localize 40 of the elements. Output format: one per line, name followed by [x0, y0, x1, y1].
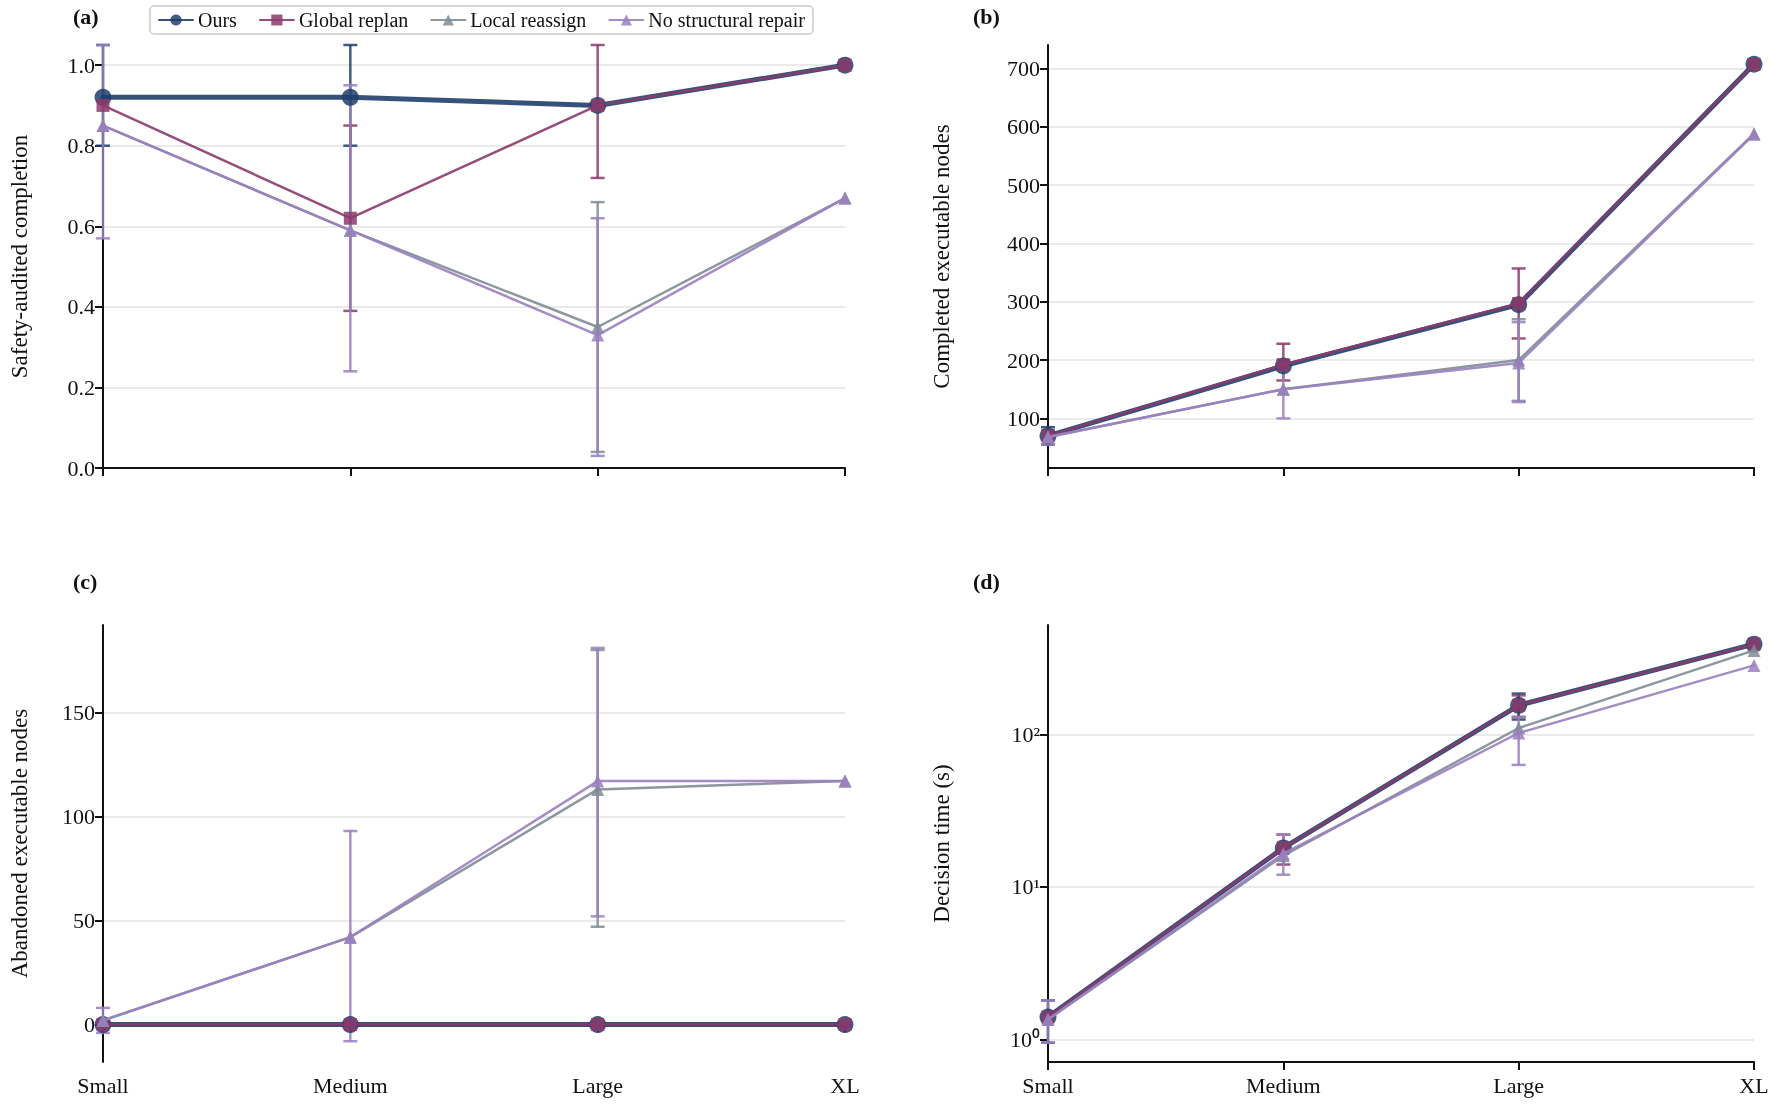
x-tick-label: Medium [313, 1072, 388, 1098]
chart-title: (c) [73, 568, 98, 594]
y-tick-label: 400 [1007, 230, 1040, 256]
y-tick-label: 150 [62, 699, 95, 725]
y-tick-label: 600 [1007, 114, 1040, 140]
y-axis-title: Abandoned executable nodes [7, 708, 32, 979]
y-tick-label: 0.2 [67, 374, 95, 400]
y-tick-label: 500 [1007, 172, 1040, 198]
x-tick-label: XL [830, 1072, 860, 1098]
x-tick-label: Medium [1246, 1072, 1321, 1098]
y-tick-label: 1.0 [67, 52, 95, 78]
y-tick-label: 0.6 [67, 213, 95, 239]
y-axis-title: Decision time (s) [929, 764, 954, 923]
y-tick-label: 50 [73, 908, 95, 933]
chart-title: (d) [973, 568, 1000, 594]
y-tick-label: 300 [1007, 289, 1040, 315]
y-tick-label: 0 [84, 1012, 95, 1038]
y-tick-label: 0.8 [67, 133, 95, 159]
y-tick-label: 10¹ [1011, 874, 1040, 900]
y-tick-label: 100 [1007, 405, 1040, 431]
chart-title: (a) [73, 3, 99, 29]
chart-title: (b) [973, 3, 1000, 29]
y-tick-label: 0.4 [67, 294, 95, 320]
legend-label: Global replan [298, 9, 409, 32]
x-tick-label: Large [572, 1072, 624, 1098]
legend-label: Local reassign [470, 9, 587, 32]
y-tick-label: 10⁰ [1010, 1026, 1040, 1052]
legend-label: No structural repair [648, 9, 806, 32]
x-tick-label: Small [77, 1072, 129, 1098]
y-tick-label: 10² [1011, 721, 1041, 747]
y-tick-label: 0.0 [67, 455, 95, 481]
x-tick-label: XL [1739, 1072, 1769, 1098]
x-tick-label: Large [1493, 1072, 1545, 1098]
y-axis-title: Completed executable nodes [929, 124, 954, 389]
y-axis-title: Safety-audited completion [7, 134, 32, 379]
y-tick-label: 700 [1007, 55, 1040, 81]
y-tick-label: 200 [1007, 347, 1040, 373]
y-tick-label: 100 [62, 803, 95, 829]
x-tick-label: Small [1022, 1072, 1074, 1098]
legend-label: Ours [198, 9, 238, 31]
